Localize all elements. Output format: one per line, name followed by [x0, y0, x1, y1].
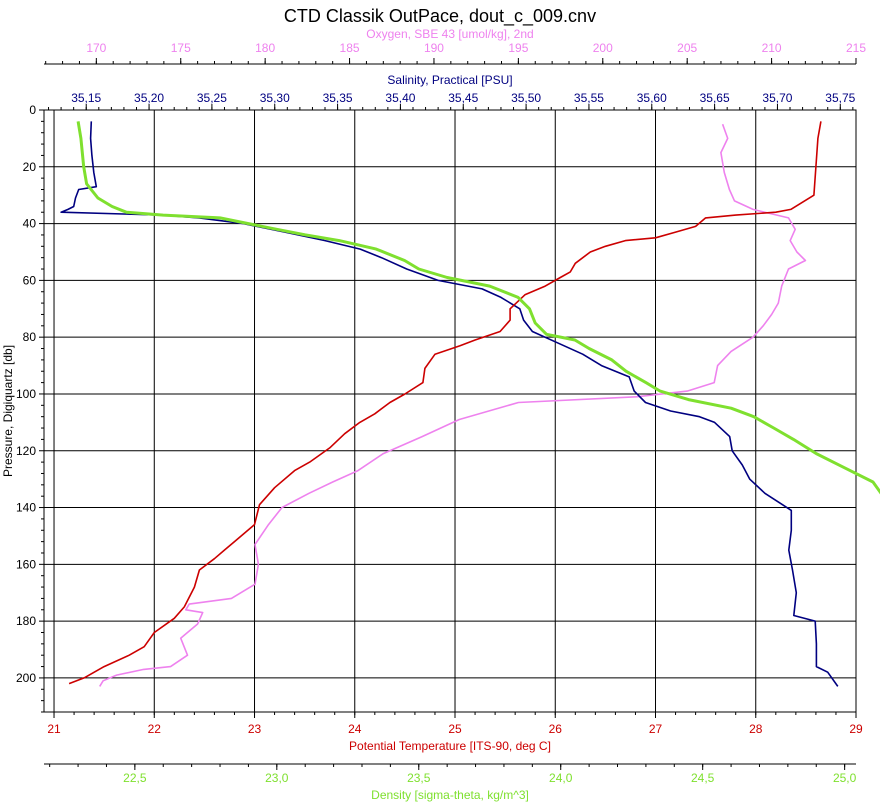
plot-frame [43, 109, 857, 713]
oxygen-tick-label: 180 [255, 41, 275, 55]
salinity-tick-label: 35,65 [700, 91, 730, 105]
oxygen-tick-label: 205 [677, 41, 697, 55]
temperature-tick-label: 21 [47, 722, 61, 736]
salinity-tick-label: 35,15 [71, 91, 101, 105]
density-tick-label: 23,5 [407, 771, 431, 785]
salinity-tick-label: 35,45 [448, 91, 478, 105]
salinity-tick-label: 35,60 [637, 91, 667, 105]
salinity-profile-line [60, 121, 839, 687]
salinity-tick-label: 35,40 [385, 91, 415, 105]
oxygen-tick-label: 175 [171, 41, 191, 55]
temperature-tick-label: 27 [649, 722, 663, 736]
density-tick-label: 24,0 [549, 771, 573, 785]
density-axis-title: Density [sigma-theta, kg/m^3] [371, 788, 529, 802]
temperature-tick-label: 26 [549, 722, 563, 736]
oxygen-tick-label: 195 [508, 41, 528, 55]
temperature-profile-line [68, 121, 822, 685]
salinity-tick-label: 35,30 [260, 91, 290, 105]
salinity-axis-title: Salinity, Practical [PSU] [387, 73, 512, 87]
oxygen-tick-label: 200 [593, 41, 613, 55]
temperature-tick-label: 25 [448, 722, 462, 736]
y-tick-label: 60 [23, 273, 37, 287]
temperature-tick-label: 28 [749, 722, 763, 736]
y-tick-label: 80 [23, 330, 37, 344]
salinity-tick-label: 35,20 [134, 91, 164, 105]
density-tick-label: 24,5 [691, 771, 715, 785]
y-tick-label: 140 [16, 501, 36, 515]
oxygen-tick-label: 215 [846, 41, 866, 55]
oxygen-tick-label: 185 [340, 41, 360, 55]
y-tick-label: 180 [16, 614, 36, 628]
density-tick-label: 23,0 [265, 771, 289, 785]
temperature-tick-label: 23 [248, 722, 262, 736]
oxygen-tick-label: 170 [86, 41, 106, 55]
temperature-tick-label: 24 [348, 722, 362, 736]
temperature-axis-title: Potential Temperature [ITS-90, deg C] [349, 739, 551, 753]
density-profile-line [76, 121, 880, 495]
y-tick-label: 100 [16, 387, 36, 401]
y-tick-label: 20 [23, 160, 37, 174]
density-tick-label: 25,0 [833, 771, 857, 785]
y-axis-title: Pressure, Digiquartz [db] [1, 345, 15, 477]
salinity-tick-label: 35,25 [197, 91, 227, 105]
chart-title: CTD Classik OutPace, dout_c_009.cnv [284, 6, 596, 27]
salinity-tick-label: 35,50 [511, 91, 541, 105]
y-tick-label: 200 [16, 671, 36, 685]
salinity-tick-label: 35,75 [825, 91, 855, 105]
salinity-tick-label: 35,55 [574, 91, 604, 105]
temperature-tick-label: 22 [148, 722, 162, 736]
density-tick-label: 22,5 [123, 771, 147, 785]
salinity-tick-label: 35,35 [323, 91, 353, 105]
oxygen-tick-label: 210 [762, 41, 782, 55]
y-tick-label: 0 [29, 103, 36, 117]
oxygen-tick-label: 190 [424, 41, 444, 55]
temperature-tick-label: 29 [849, 722, 863, 736]
oxygen-profile-line [99, 123, 807, 687]
y-tick-label: 160 [16, 557, 36, 571]
salinity-tick-label: 35,70 [762, 91, 792, 105]
y-tick-label: 120 [16, 444, 36, 458]
y-tick-label: 40 [23, 217, 37, 231]
oxygen-axis-title: Oxygen, SBE 43 [umol/kg], 2nd [366, 27, 533, 41]
